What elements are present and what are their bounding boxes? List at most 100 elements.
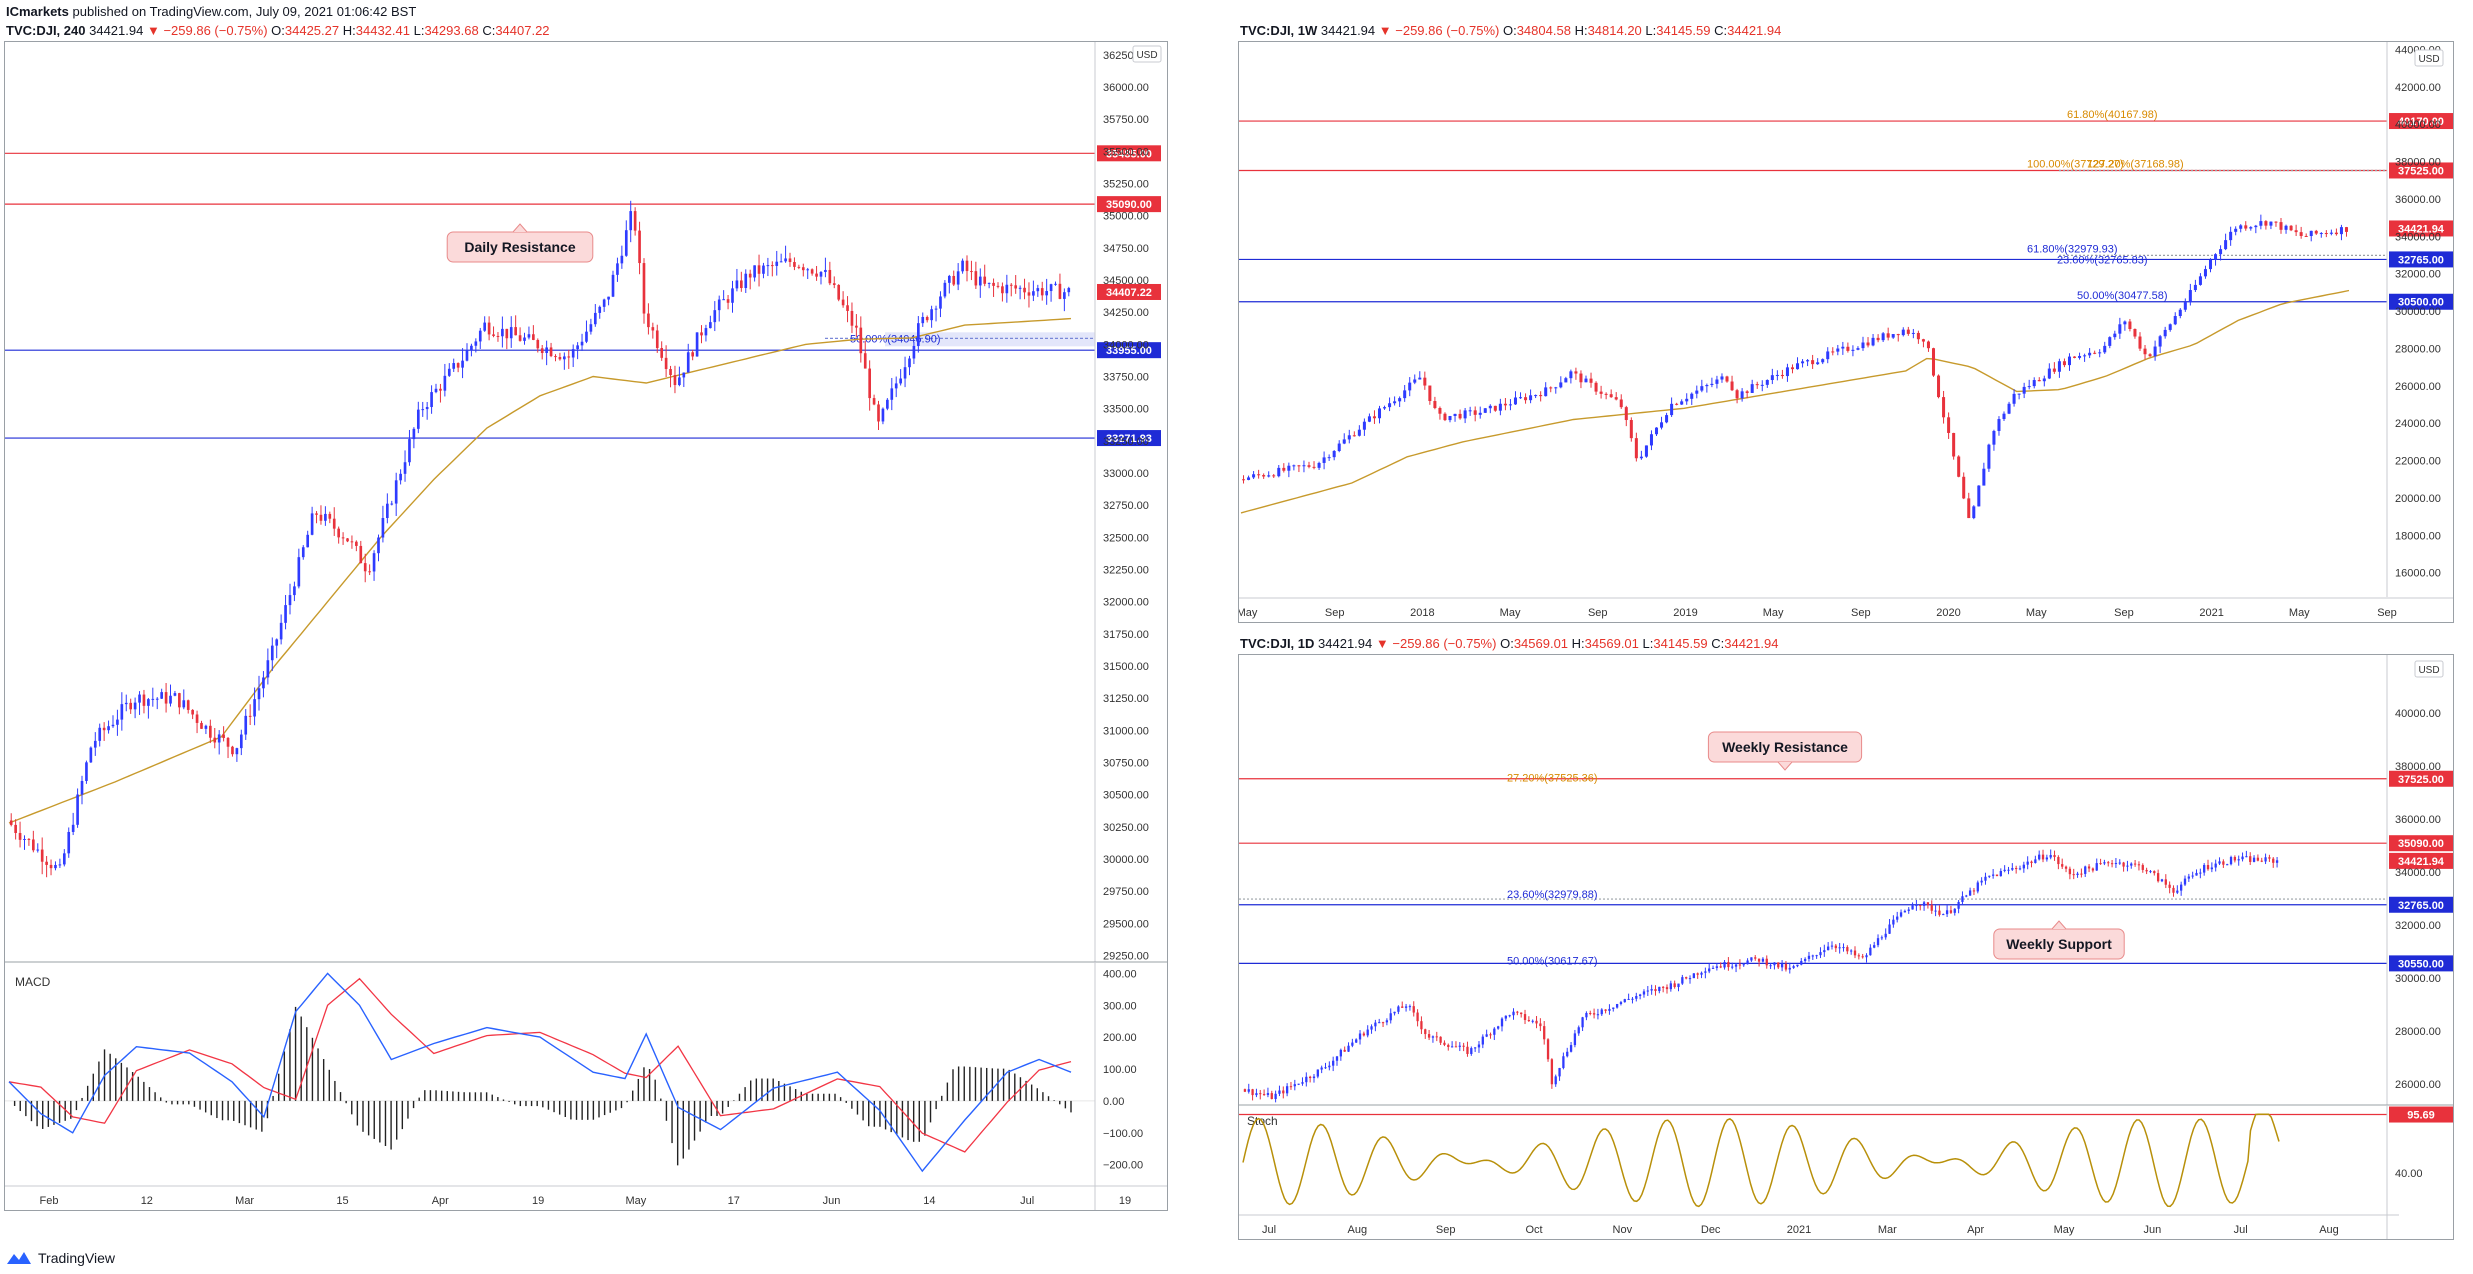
- candle: [1938, 910, 1941, 915]
- candle: [421, 409, 425, 411]
- last-price-label: 34421.94: [2398, 856, 2445, 868]
- candle: [1700, 972, 1703, 975]
- symbol-label[interactable]: TVC:DJI, 1W: [1240, 23, 1318, 38]
- candle: [2206, 864, 2210, 870]
- candle: [1343, 1049, 1346, 1052]
- weekly-chart-panel[interactable]: 40170.00 37525.00 32765.00 30500.00 61.80%(4…: [1237, 41, 2457, 623]
- tradingview-logo-icon[interactable]: [6, 1250, 32, 1266]
- candle: [505, 328, 509, 339]
- candle: [558, 357, 562, 360]
- candle: [841, 299, 845, 306]
- candle: [1413, 379, 1417, 383]
- candle: [651, 327, 655, 331]
- publisher-name[interactable]: ICmarkets: [6, 4, 69, 19]
- price-tick-label: 35750.00: [1103, 114, 1149, 126]
- candle: [439, 388, 442, 391]
- candle: [1366, 1029, 1369, 1036]
- candle: [186, 700, 190, 710]
- candle: [2068, 868, 2072, 875]
- candle: [1834, 945, 1837, 949]
- candle: [1957, 456, 1961, 477]
- candle: [1562, 1056, 1565, 1068]
- candle: [1493, 1028, 1496, 1035]
- candle: [1811, 955, 1814, 957]
- candle: [2188, 290, 2192, 303]
- symbol-label[interactable]: TVC:DJI, 1D: [1240, 636, 1315, 651]
- candle: [832, 283, 836, 285]
- candle: [939, 296, 942, 309]
- footer-brand[interactable]: TradingView: [38, 1250, 116, 1266]
- candle: [2148, 354, 2152, 357]
- candle: [2344, 227, 2348, 232]
- candle: [288, 595, 292, 606]
- price-tick-label: 32000.00: [2395, 269, 2441, 281]
- low-value: 34145.59: [1653, 636, 1708, 651]
- candle: [1942, 397, 1946, 418]
- candle: [762, 265, 765, 274]
- candle: [731, 288, 734, 303]
- candle: [2091, 868, 2095, 871]
- level-label: 37525.00: [2398, 774, 2444, 786]
- candle: [1539, 1023, 1542, 1027]
- candle: [2007, 403, 2011, 414]
- candle: [2073, 356, 2077, 358]
- publisher-text: published on TradingView.com, July 09, 2…: [72, 4, 417, 19]
- weekly-resistance-callout: Weekly Resistance: [1722, 739, 1848, 755]
- candle: [1746, 960, 1749, 965]
- time-tick-label: 17: [728, 1195, 740, 1207]
- last-price: 34421.94: [1320, 23, 1376, 38]
- candle: [1695, 390, 1699, 394]
- candle: [2309, 230, 2313, 237]
- candle: [850, 310, 854, 326]
- candle: [1841, 346, 1845, 349]
- candle: [1873, 945, 1876, 948]
- candle: [443, 375, 447, 391]
- candle: [1549, 387, 1553, 389]
- candle: [1769, 965, 1772, 967]
- candle: [124, 702, 128, 705]
- candle: [1448, 415, 1452, 421]
- left-chart-panel[interactable]: 35485.00 35090.00 33955.00 33271.93 50.00%(3…: [4, 41, 1195, 1211]
- price-tick-label: 35250.00: [1103, 179, 1149, 191]
- candle: [2133, 329, 2137, 337]
- daily-chart-svg[interactable]: 37525.00 35090.00 32765.00 30550.00 27.20%(3…: [1239, 655, 2453, 1239]
- candle: [164, 692, 168, 704]
- candle: [1680, 401, 1684, 405]
- price-tick-label: 18000.00: [2395, 530, 2441, 542]
- candle: [2224, 240, 2228, 250]
- open-value: 34804.58: [1516, 23, 1571, 38]
- candle: [1896, 916, 1899, 920]
- candle: [1604, 1009, 1607, 1011]
- candle: [2233, 857, 2237, 861]
- weekly-chart-svg[interactable]: 40170.00 37525.00 32765.00 30500.00 61.80%(4…: [1237, 42, 2457, 622]
- candle: [886, 399, 889, 409]
- candle: [2237, 859, 2240, 861]
- symbol-label[interactable]: TVC:DJI, 240: [6, 23, 86, 38]
- candle: [1558, 1067, 1561, 1077]
- candle: [554, 356, 557, 358]
- low-value: 34145.59: [1656, 23, 1711, 38]
- candle: [71, 824, 75, 832]
- candle: [2214, 863, 2217, 868]
- daily-chart-panel[interactable]: 37525.00 35090.00 32765.00 30550.00 27.20%(3…: [1238, 654, 2454, 1240]
- candle: [859, 327, 863, 354]
- candle: [2133, 863, 2137, 865]
- candle: [1639, 456, 1643, 459]
- candle: [514, 327, 517, 336]
- candle: [1631, 998, 1634, 1000]
- candle: [1627, 998, 1630, 1000]
- time-tick-label: Jun: [2143, 1224, 2161, 1236]
- price-tick-label: 31500.00: [1103, 661, 1149, 673]
- candle: [2022, 386, 2026, 394]
- candle: [1992, 430, 1996, 445]
- fib-label: 23.60%(32979.88): [1507, 889, 1598, 901]
- time-tick-label: 2019: [1673, 607, 1697, 619]
- candle: [2095, 863, 2098, 871]
- candle: [403, 462, 407, 474]
- candle: [1806, 360, 1810, 362]
- left-chart-svg[interactable]: 35485.0035090.0033955.0033271.9350.00%(3…: [5, 42, 1195, 1210]
- candle: [2187, 876, 2190, 879]
- candle: [872, 398, 876, 405]
- candle: [213, 737, 217, 743]
- candle: [155, 698, 159, 700]
